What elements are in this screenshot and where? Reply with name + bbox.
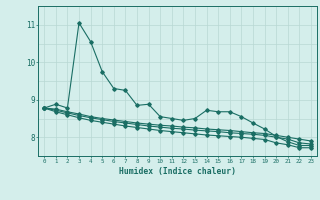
X-axis label: Humidex (Indice chaleur): Humidex (Indice chaleur) (119, 167, 236, 176)
